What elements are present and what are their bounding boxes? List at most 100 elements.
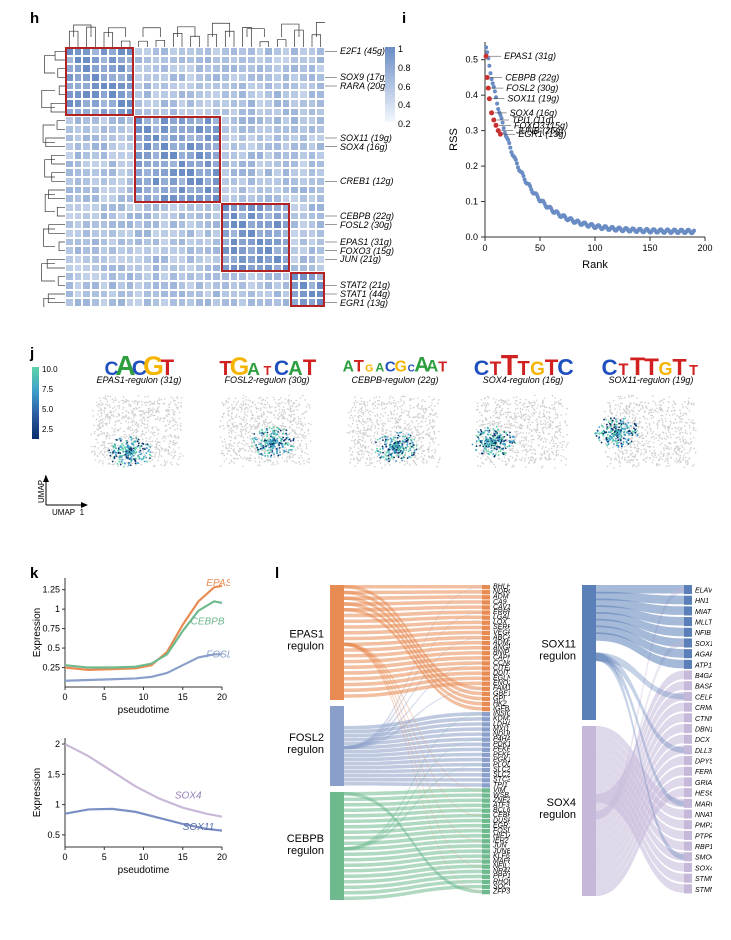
heatmap-cell bbox=[221, 298, 230, 307]
heatmap-cell bbox=[221, 186, 230, 195]
heatmap-cell bbox=[143, 160, 152, 169]
heatmap-cell bbox=[238, 298, 247, 307]
heatmap-cell bbox=[100, 142, 109, 151]
heatmap-cell bbox=[247, 264, 256, 273]
heatmap-cell bbox=[82, 272, 91, 281]
heatmap-cell bbox=[108, 255, 117, 264]
heatmap-cell bbox=[290, 246, 299, 255]
heatmap-cell bbox=[316, 142, 325, 151]
heatmap-cell bbox=[152, 264, 161, 273]
heatmap-cell bbox=[247, 203, 256, 212]
heatmap-cell bbox=[221, 142, 230, 151]
heatmap-cell bbox=[195, 229, 204, 238]
heatmap-cell bbox=[126, 160, 135, 169]
heatmap-cell bbox=[160, 203, 169, 212]
heatmap-cell bbox=[264, 177, 273, 186]
heatmap-cell bbox=[282, 108, 291, 117]
svg-text:T: T bbox=[438, 359, 447, 375]
heatmap-cell bbox=[91, 212, 100, 221]
heatmap-cell bbox=[152, 73, 161, 82]
heatmap-cell bbox=[178, 220, 187, 229]
heatmap-cell bbox=[230, 264, 239, 273]
heatmap-cell bbox=[221, 47, 230, 56]
heatmap-cell bbox=[195, 220, 204, 229]
heatmap-cell bbox=[264, 255, 273, 264]
heatmap-cell bbox=[186, 281, 195, 290]
heatmap-cell bbox=[152, 134, 161, 143]
heatmap-cell bbox=[178, 168, 187, 177]
heatmap-cell bbox=[230, 108, 239, 117]
heatmap-cell bbox=[178, 151, 187, 160]
heatmap-cell bbox=[186, 47, 195, 56]
heatmap-cell bbox=[169, 298, 178, 307]
heatmap-cell bbox=[316, 229, 325, 238]
heatmap-cell bbox=[108, 264, 117, 273]
sankey-panel: EPAS1regulonFOSL2regulonCEBPBregulonBHLH… bbox=[275, 570, 715, 910]
svg-text:C: C bbox=[557, 354, 574, 375]
heatmap-cell bbox=[186, 220, 195, 229]
heatmap-cell bbox=[178, 229, 187, 238]
heatmap-cell bbox=[143, 116, 152, 125]
heatmap-cell bbox=[134, 264, 143, 273]
heatmap-cell bbox=[204, 90, 213, 99]
heatmap-cell bbox=[152, 168, 161, 177]
heatmap-cell bbox=[169, 220, 178, 229]
svg-text:A: A bbox=[343, 358, 354, 375]
heatmap-cell bbox=[117, 108, 126, 117]
heatmap-cell bbox=[316, 82, 325, 91]
heatmap-cell bbox=[178, 298, 187, 307]
heatmap-cell bbox=[299, 281, 308, 290]
heatmap-cell bbox=[82, 255, 91, 264]
heatmap-cell bbox=[256, 116, 265, 125]
heatmap-cell bbox=[178, 186, 187, 195]
heatmap-cell bbox=[212, 108, 221, 117]
heatmap-cell bbox=[126, 194, 135, 203]
heatmap-cell bbox=[65, 290, 74, 299]
heatmap-cell bbox=[247, 255, 256, 264]
heatmap-cell bbox=[108, 82, 117, 91]
heatmap-cell bbox=[221, 64, 230, 73]
heatmap-cell bbox=[316, 272, 325, 281]
heatmap-cell bbox=[299, 194, 308, 203]
heatmap-cell bbox=[117, 220, 126, 229]
umap-colorbar-tick: 10.0 bbox=[42, 365, 58, 374]
heatmap-cell bbox=[82, 116, 91, 125]
heatmap-cell bbox=[74, 82, 83, 91]
heatmap-cell bbox=[238, 56, 247, 65]
heatmap-cell bbox=[221, 168, 230, 177]
heatmap-cell bbox=[230, 246, 239, 255]
heatmap-cell bbox=[264, 246, 273, 255]
heatmap-cell bbox=[152, 64, 161, 73]
heatmap-cell bbox=[247, 64, 256, 73]
heatmap-cell bbox=[178, 238, 187, 247]
heatmap-cell bbox=[290, 82, 299, 91]
heatmap-cell bbox=[256, 142, 265, 151]
heatmap-cell bbox=[238, 246, 247, 255]
heatmap-cell bbox=[186, 177, 195, 186]
heatmap-cell bbox=[316, 186, 325, 195]
heatmap-cell bbox=[169, 82, 178, 91]
heatmap-cell bbox=[134, 99, 143, 108]
heatmap-cell bbox=[169, 125, 178, 134]
heatmap-cell bbox=[91, 151, 100, 160]
heatmap-cell bbox=[238, 229, 247, 238]
heatmap-cell bbox=[117, 203, 126, 212]
heatmap-cell bbox=[256, 160, 265, 169]
heatmap-cell bbox=[264, 229, 273, 238]
heatmap-cell bbox=[256, 255, 265, 264]
rss-scatter: 0501001502000.00.10.20.30.40.5RankRSSEPA… bbox=[445, 32, 715, 272]
heatmap-cell bbox=[74, 281, 83, 290]
heatmap-cell bbox=[91, 220, 100, 229]
heatmap-cell bbox=[100, 203, 109, 212]
svg-text:A: A bbox=[288, 358, 302, 375]
heatmap-row-label: CREB1 (12g) bbox=[340, 176, 394, 186]
regulon-group: ATGACGCAATCEBPB-regulon (22g) bbox=[331, 345, 459, 480]
heatmap-cell bbox=[186, 264, 195, 273]
heatmap-cell bbox=[160, 90, 169, 99]
svg-text:CEBPB (22g): CEBPB (22g) bbox=[505, 72, 559, 82]
heatmap-cell bbox=[82, 238, 91, 247]
svg-text:0.3: 0.3 bbox=[465, 126, 478, 136]
umap-colorbar-tick: 5.0 bbox=[42, 405, 53, 414]
heatmap-cell bbox=[74, 90, 83, 99]
heatmap-cell bbox=[273, 290, 282, 299]
